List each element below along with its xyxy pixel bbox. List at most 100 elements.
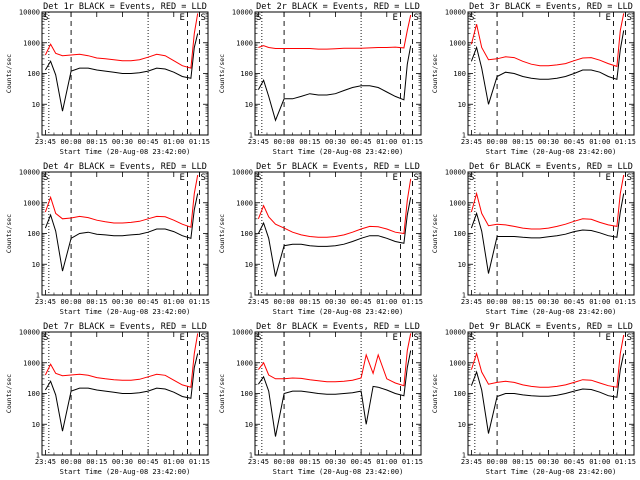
plot-title: Det 5r BLACK = Events, RED = LLD bbox=[256, 162, 420, 172]
y-tick-label: 10 bbox=[458, 261, 466, 269]
x-tick-label: 00:45 bbox=[351, 458, 372, 466]
x-tick-label: 00:00 bbox=[487, 298, 508, 306]
y-tick-label: 100 bbox=[27, 230, 40, 238]
y-tick-label: 10000 bbox=[19, 329, 40, 337]
y-tick-label: 1000 bbox=[23, 199, 40, 207]
x-tick-label: 01:00 bbox=[376, 138, 397, 146]
plot-frame bbox=[41, 11, 209, 136]
plot-title: Det 7r BLACK = Events, RED = LLD bbox=[43, 322, 207, 332]
y-tick-label: 100 bbox=[453, 70, 466, 78]
detector-plot: Det 6r BLACK = Events, RED = LLD Counts/s… bbox=[431, 162, 636, 316]
x-tick-label: 23:45 bbox=[35, 298, 56, 306]
events-rate-line bbox=[257, 45, 412, 122]
x-tick-label: 23:45 bbox=[35, 458, 56, 466]
end-marker: E bbox=[179, 333, 184, 343]
x-tick-label: 00:15 bbox=[86, 458, 107, 466]
y-tick-label: 10000 bbox=[19, 9, 40, 17]
x-axis-label: Start Time (20-Aug-08 23:42:00) bbox=[486, 308, 617, 316]
x-tick-label: 01:15 bbox=[189, 298, 210, 306]
x-tick-label: 23:45 bbox=[248, 138, 269, 146]
x-tick-label: 01:00 bbox=[589, 298, 610, 306]
y-tick-label: 100 bbox=[453, 390, 466, 398]
x-tick-label: 01:00 bbox=[589, 458, 610, 466]
x-axis-label: Start Time (20-Aug-08 23:42:00) bbox=[486, 468, 617, 476]
plot-title: Det 3r BLACK = Events, RED = LLD bbox=[469, 2, 633, 12]
y-tick-label: 1 bbox=[249, 132, 253, 140]
detector-panel: Det 6r BLACK = Events, RED = LLD Counts/s… bbox=[426, 160, 639, 320]
x-axis-label: Start Time (20-Aug-08 23:42:00) bbox=[273, 468, 404, 476]
y-axis-label: Counts/sec bbox=[218, 374, 226, 413]
detector-panel: Det 1r BLACK = Events, RED = LLD Counts/s… bbox=[0, 0, 213, 160]
events-rate-line bbox=[470, 193, 625, 274]
restart-marker: S bbox=[626, 13, 631, 23]
y-tick-label: 1 bbox=[249, 452, 253, 460]
restart-marker: S bbox=[413, 333, 418, 343]
x-tick-label: 00:00 bbox=[61, 138, 82, 146]
x-tick-label: 00:30 bbox=[538, 298, 559, 306]
lld-rate-line bbox=[470, 13, 625, 68]
y-tick-label: 100 bbox=[27, 70, 40, 78]
end-marker: E bbox=[392, 173, 397, 183]
lld-rate-line bbox=[44, 174, 199, 228]
x-tick-label: 00:15 bbox=[299, 298, 320, 306]
x-axis-label: Start Time (20-Aug-08 23:42:00) bbox=[60, 148, 191, 156]
x-tick-label: 00:00 bbox=[61, 458, 82, 466]
start-marker: S bbox=[43, 13, 48, 23]
x-tick-label: 00:00 bbox=[274, 298, 295, 306]
x-tick-label: 01:15 bbox=[402, 458, 423, 466]
x-tick-label: 00:30 bbox=[538, 458, 559, 466]
lld-rate-line bbox=[258, 333, 412, 387]
x-tick-label: 01:15 bbox=[402, 138, 423, 146]
start-marker: S bbox=[469, 173, 474, 183]
y-tick-label: 10 bbox=[458, 101, 466, 109]
x-tick-label: 23:45 bbox=[248, 298, 269, 306]
y-axis-label: Counts/sec bbox=[431, 54, 439, 93]
y-tick-label: 100 bbox=[453, 230, 466, 238]
x-axis-label: Start Time (20-Aug-08 23:42:00) bbox=[60, 308, 191, 316]
y-tick-label: 10000 bbox=[232, 9, 253, 17]
x-tick-label: 00:15 bbox=[512, 138, 533, 146]
x-tick-label: 01:00 bbox=[376, 458, 397, 466]
plot-frame bbox=[467, 171, 635, 296]
x-tick-label: 23:45 bbox=[248, 458, 269, 466]
lld-rate-line bbox=[470, 334, 625, 388]
lld-rate-line bbox=[470, 174, 625, 230]
x-tick-label: 00:30 bbox=[112, 458, 133, 466]
detector-plot: Det 9r BLACK = Events, RED = LLD Counts/s… bbox=[431, 322, 636, 476]
y-tick-label: 1000 bbox=[23, 39, 40, 47]
detector-panel: Det 3r BLACK = Events, RED = LLD Counts/s… bbox=[426, 0, 639, 160]
events-rate-line bbox=[44, 33, 199, 112]
x-tick-label: 00:30 bbox=[112, 298, 133, 306]
events-rate-line bbox=[470, 353, 625, 434]
x-tick-label: 01:15 bbox=[189, 138, 210, 146]
events-rate-line bbox=[44, 193, 199, 272]
x-tick-label: 00:00 bbox=[487, 138, 508, 146]
x-tick-label: 01:00 bbox=[163, 138, 184, 146]
x-axis-label: Start Time (20-Aug-08 23:42:00) bbox=[486, 148, 617, 156]
plot-frame bbox=[41, 331, 209, 456]
x-tick-label: 23:45 bbox=[461, 138, 482, 146]
x-tick-label: 01:15 bbox=[615, 298, 636, 306]
y-tick-label: 100 bbox=[240, 230, 253, 238]
x-tick-label: 00:45 bbox=[351, 298, 372, 306]
lld-rate-line bbox=[257, 178, 412, 238]
detector-plot: Det 8r BLACK = Events, RED = LLD Counts/s… bbox=[218, 322, 423, 476]
restart-marker: S bbox=[626, 173, 631, 183]
y-axis-label: Counts/sec bbox=[218, 54, 226, 93]
y-tick-label: 1 bbox=[462, 132, 466, 140]
start-marker: S bbox=[256, 333, 261, 343]
start-marker: S bbox=[256, 13, 261, 23]
detector-plot: Det 5r BLACK = Events, RED = LLD Counts/s… bbox=[218, 162, 423, 316]
y-tick-label: 1000 bbox=[449, 39, 466, 47]
detector-panel: Det 4r BLACK = Events, RED = LLD Counts/s… bbox=[0, 160, 213, 320]
restart-marker: S bbox=[413, 13, 418, 23]
y-tick-label: 10 bbox=[32, 101, 40, 109]
x-axis-label: Start Time (20-Aug-08 23:42:00) bbox=[273, 308, 404, 316]
y-tick-label: 10 bbox=[245, 421, 253, 429]
plot-frame bbox=[41, 171, 209, 296]
y-axis-label: Counts/sec bbox=[5, 214, 13, 253]
y-tick-label: 10000 bbox=[232, 169, 253, 177]
plot-title: Det 1r BLACK = Events, RED = LLD bbox=[43, 2, 207, 12]
lld-rate-line bbox=[258, 14, 412, 50]
events-rate-line bbox=[257, 350, 412, 437]
